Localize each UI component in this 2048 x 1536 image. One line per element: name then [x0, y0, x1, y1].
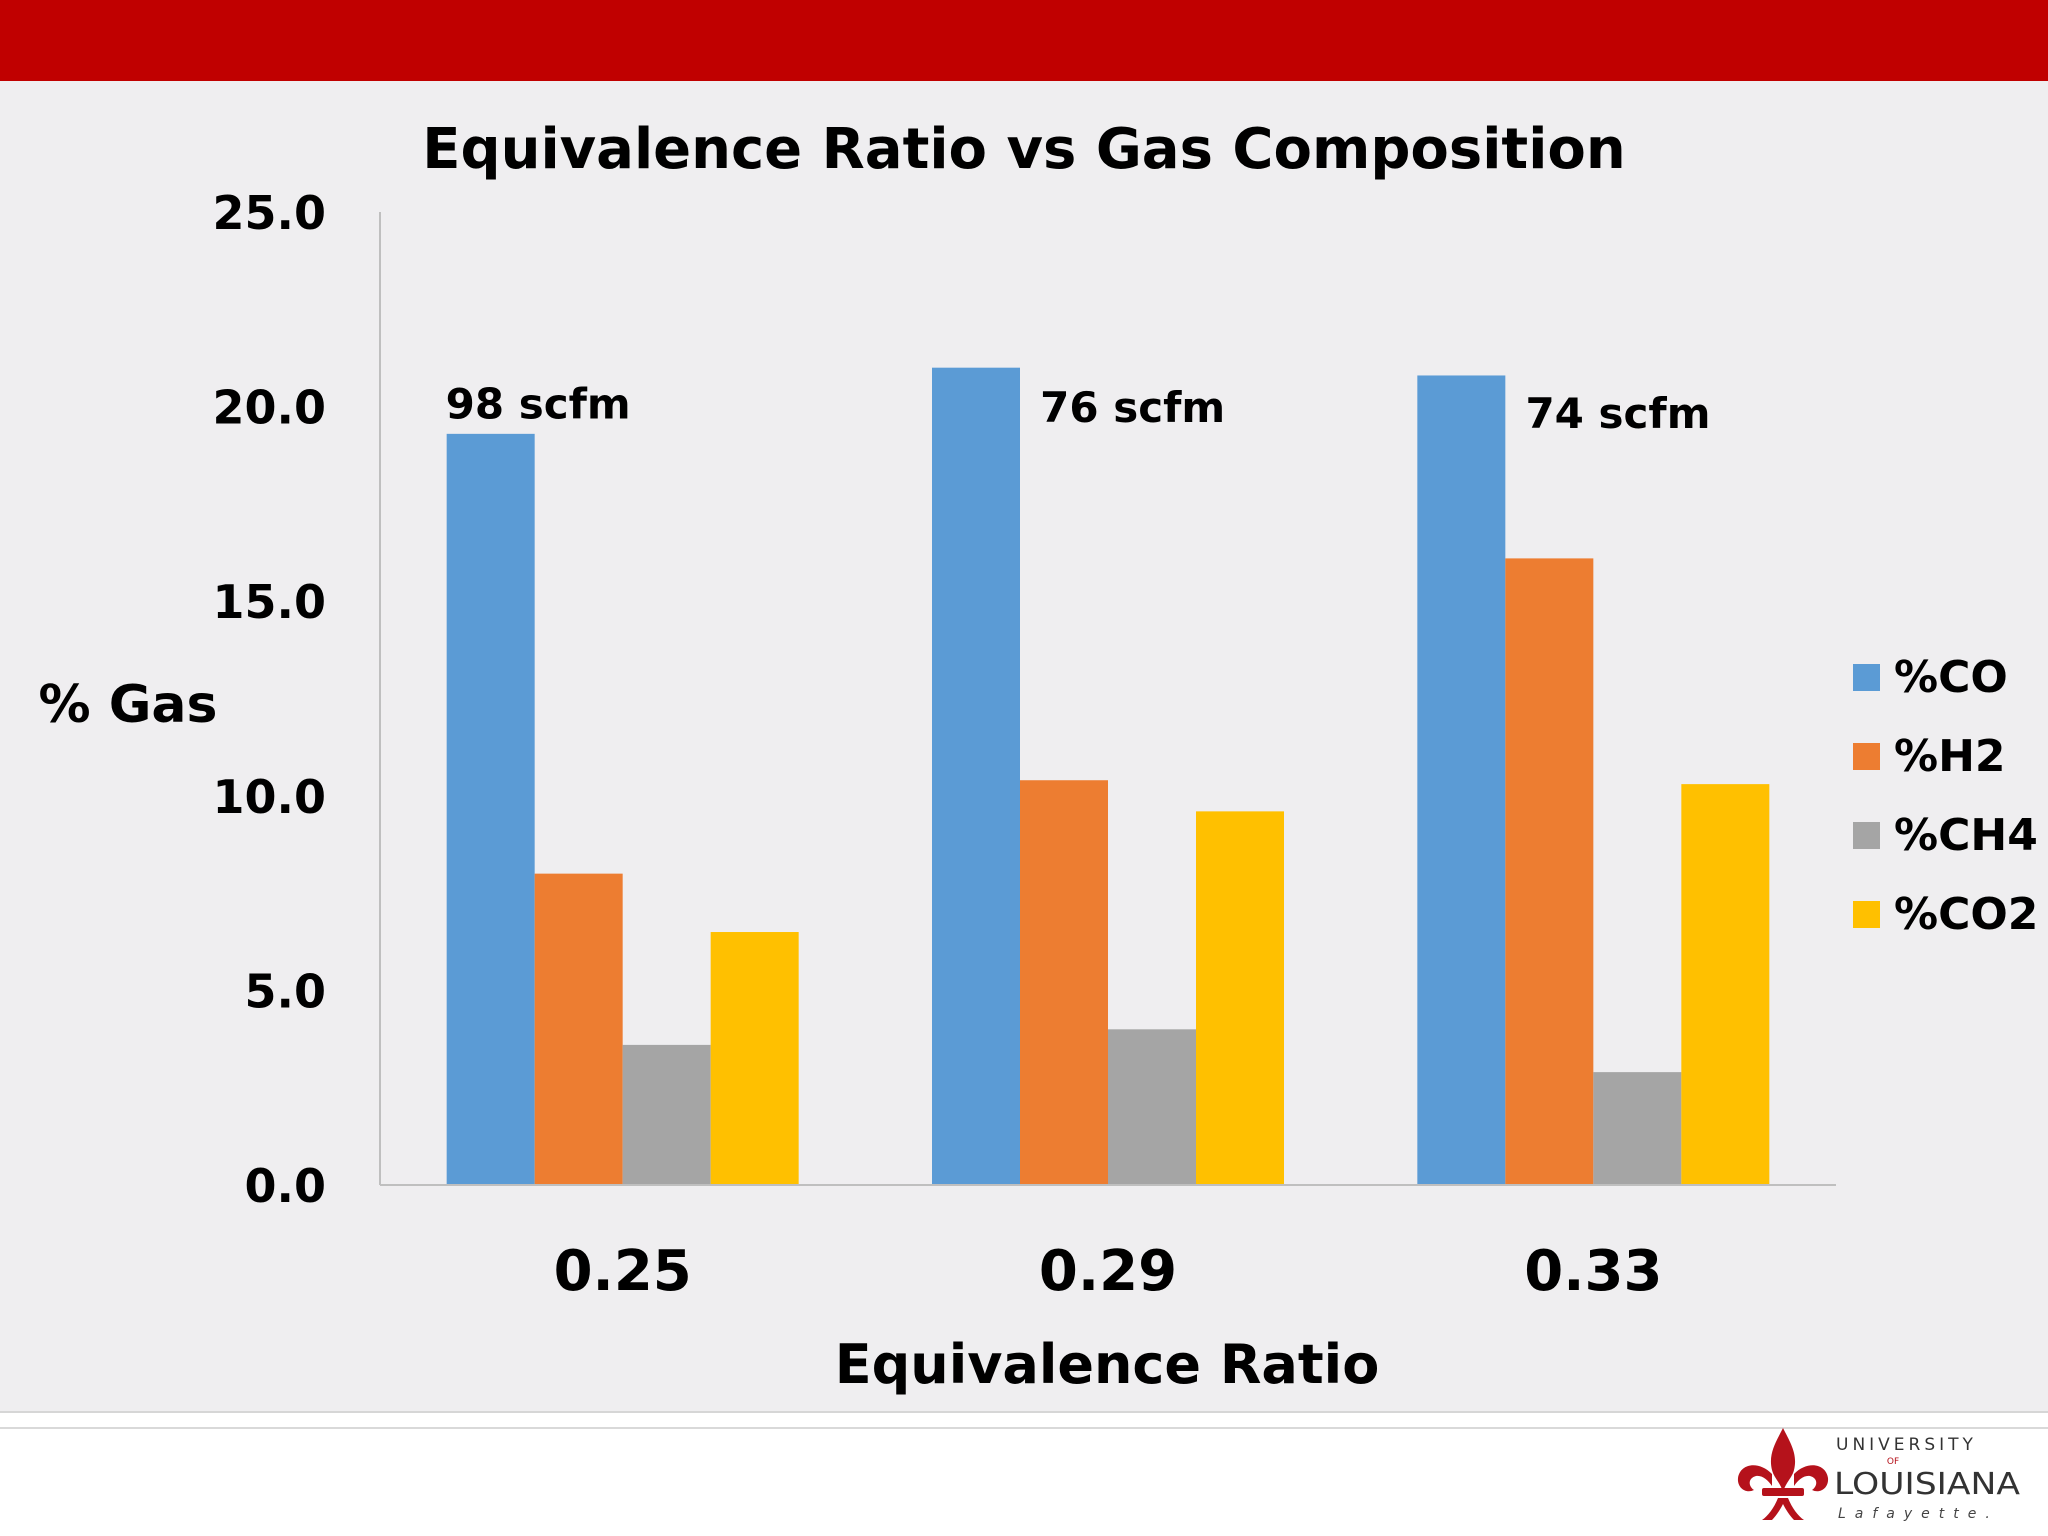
- bar: [622, 1044, 711, 1185]
- bar: [710, 932, 799, 1185]
- logo-text-lafayette: Lafayette.: [1838, 1506, 1999, 1522]
- legend-swatch: [1853, 822, 1880, 849]
- bar: [1108, 1029, 1196, 1185]
- x-tick-label: 0.29: [1039, 1239, 1177, 1304]
- bar: [1505, 558, 1594, 1185]
- scfm-annotation: 98 scfm: [446, 379, 631, 428]
- y-tick-label: 20.0: [213, 381, 327, 435]
- university-logo: UNIVERSITY OF LOUISIANA Lafayette.: [1728, 1420, 2028, 1528]
- footer-divider: [0, 1427, 2048, 1429]
- chart-title: Equivalence Ratio vs Gas Composition: [422, 117, 1625, 182]
- y-tick-labels: 0.0 5.0 10.0 15.0 20.0 25.0: [213, 186, 327, 1213]
- bar: [1681, 784, 1770, 1185]
- legend-swatch: [1853, 743, 1880, 770]
- y-axis-label: % Gas: [39, 675, 218, 735]
- legend-label: %CO: [1894, 652, 2008, 703]
- y-tick-label: 5.0: [245, 964, 327, 1018]
- x-tick-labels: 0.25 0.29 0.33: [554, 1239, 1663, 1304]
- bar: [534, 873, 623, 1185]
- legend-label: %H2: [1894, 731, 2006, 782]
- legend-swatch: [1853, 901, 1880, 928]
- y-tick-label: 25.0: [213, 186, 327, 240]
- scfm-annotation: 74 scfm: [1525, 389, 1710, 438]
- x-tick-label: 0.25: [554, 1239, 692, 1304]
- annotations: 98 scfm 76 scfm 74 scfm: [446, 379, 1711, 438]
- x-axis-label: Equivalence Ratio: [835, 1333, 1380, 1396]
- logo-text-university: UNIVERSITY: [1836, 1435, 1977, 1455]
- legend-swatch: [1853, 664, 1880, 691]
- chart-panel: [0, 81, 2048, 1413]
- bar: [1196, 811, 1284, 1185]
- legend-label: %CH4: [1894, 810, 2038, 861]
- header-band: [0, 0, 2048, 81]
- y-tick-label: 0.0: [245, 1159, 327, 1213]
- bar: [1593, 1072, 1682, 1185]
- fleur-de-lis-icon: UNIVERSITY OF LOUISIANA Lafayette.: [1737, 1428, 2021, 1522]
- x-tick-label: 0.33: [1524, 1239, 1662, 1304]
- bar: [1417, 375, 1506, 1185]
- bar: [446, 433, 535, 1185]
- legend-label: %CO2: [1894, 889, 2038, 940]
- bar: [1020, 780, 1108, 1185]
- scfm-annotation: 76 scfm: [1040, 383, 1225, 432]
- y-tick-label: 10.0: [213, 770, 327, 824]
- logo-text-louisiana: LOUISIANA: [1834, 1467, 2021, 1502]
- legend: %CO %H2 %CH4 %CO2: [1853, 652, 2038, 940]
- bar: [932, 367, 1020, 1185]
- y-tick-label: 15.0: [213, 575, 327, 629]
- chart: Equivalence Ratio vs Gas Composition % G…: [39, 117, 2039, 1396]
- logo-text-of: OF: [1887, 1457, 1899, 1467]
- bars: [446, 367, 1770, 1185]
